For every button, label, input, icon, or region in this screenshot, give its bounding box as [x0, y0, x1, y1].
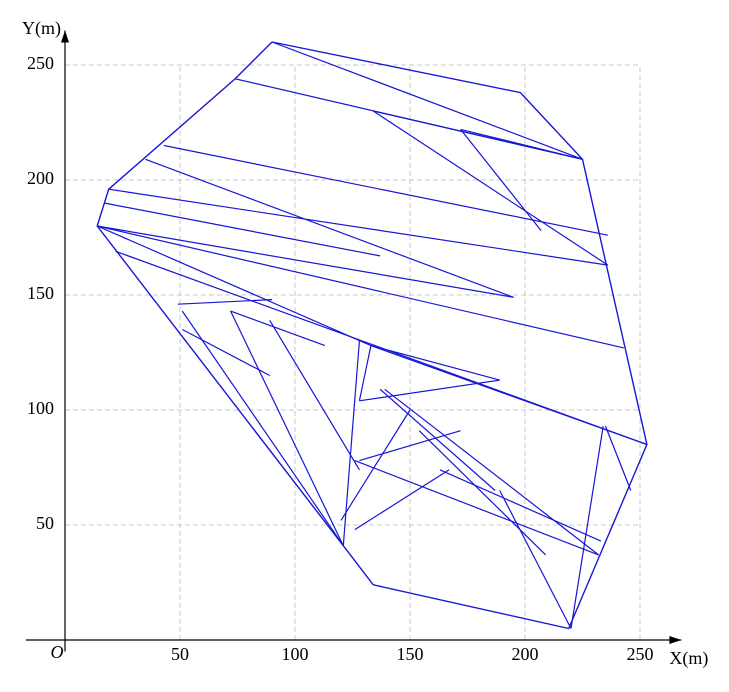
mesh-edge: [97, 225, 625, 349]
mesh-edge: [460, 129, 542, 231]
mesh-edge: [342, 340, 360, 546]
mesh-edge: [271, 41, 583, 160]
y-tick-label: 100: [27, 398, 54, 418]
mesh-edge: [499, 490, 572, 629]
y-axis-label: Y(m): [22, 18, 61, 39]
y-tick-label: 50: [36, 513, 54, 533]
mesh-edge: [604, 425, 632, 491]
y-tick-label: 200: [27, 168, 54, 188]
x-axis-arrow: [669, 636, 682, 644]
mesh-edge: [269, 319, 360, 471]
mesh-edge: [370, 345, 500, 381]
mesh-edge: [372, 110, 609, 266]
mesh-edge: [103, 202, 381, 257]
mesh-edge: [97, 225, 514, 298]
x-tick-label: 100: [282, 644, 309, 664]
mesh-edge: [354, 460, 599, 556]
mesh-edge: [359, 379, 500, 402]
mesh-edge: [384, 388, 599, 556]
mesh-edge: [96, 225, 372, 347]
mesh-edge: [230, 310, 344, 546]
mesh-edge: [439, 469, 602, 542]
mesh-edge: [177, 299, 273, 305]
mesh-edge: [359, 430, 461, 462]
mesh-edge: [340, 409, 411, 521]
mesh-edge: [370, 345, 648, 446]
x-tick-label: 200: [512, 644, 539, 664]
x-tick-label: 250: [627, 644, 654, 664]
mesh-edge: [460, 128, 583, 160]
mesh-edge: [230, 310, 326, 347]
mesh-edge: [358, 345, 372, 401]
axes: 50 100 150 200 250 50 100 150 200 250 X(m) Y(m) O: [22, 18, 708, 669]
y-tick-label: 250: [27, 53, 54, 73]
mesh: [96, 41, 648, 630]
mesh-edge: [181, 310, 344, 547]
mesh-edge: [145, 158, 514, 298]
mesh-edge: [570, 426, 604, 629]
x-axis-label: X(m): [669, 648, 708, 669]
x-tick-label: 150: [397, 644, 424, 664]
y-axis-arrow: [61, 30, 69, 43]
x-tick-label: 50: [171, 644, 189, 664]
mesh-edge: [354, 469, 450, 531]
mesh-edge: [108, 188, 608, 266]
mesh-edge: [418, 430, 547, 556]
mesh-edge: [182, 328, 270, 377]
origin-label: O: [51, 642, 64, 662]
mesh-boundary: [96, 41, 648, 630]
mesh-edge: [163, 144, 608, 236]
y-tick-label: 150: [27, 283, 54, 303]
mesh-edge: [379, 388, 496, 491]
